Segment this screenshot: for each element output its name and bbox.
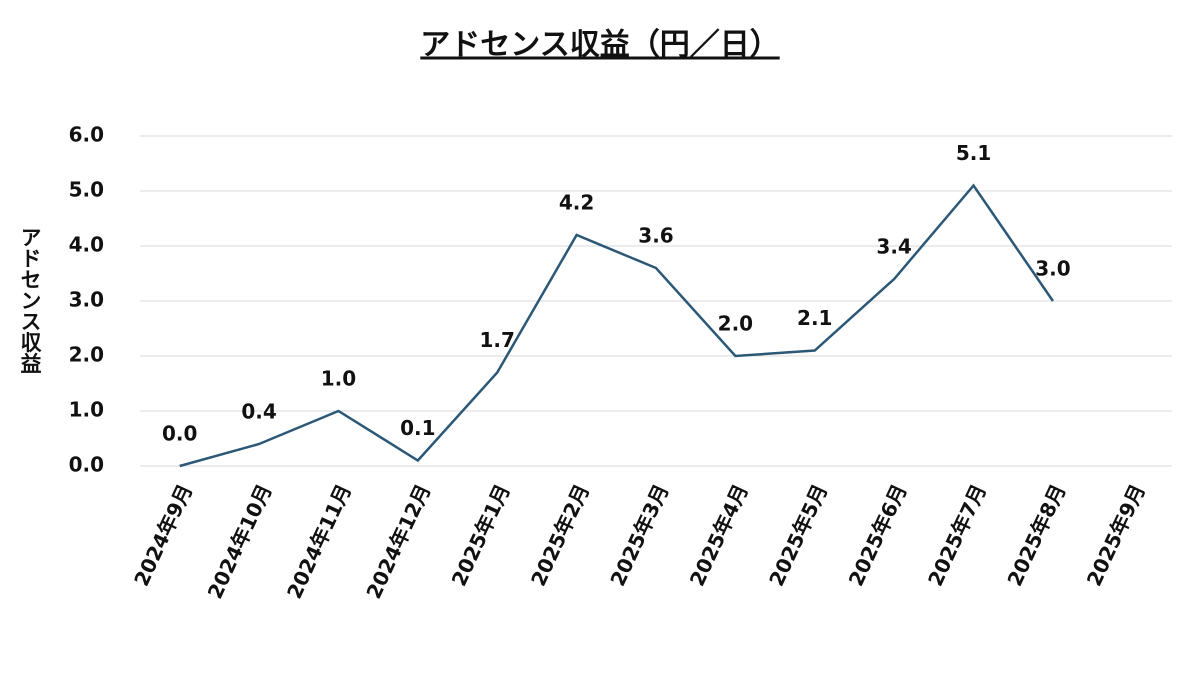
x-tick-label: 2025年9月 — [1082, 480, 1150, 589]
y-tick-label: 2.0 — [69, 343, 104, 367]
data-label: 2.0 — [718, 312, 753, 336]
data-label: 2.1 — [797, 306, 832, 330]
x-tick-label: 2024年10月 — [203, 480, 277, 602]
x-tick-label: 2025年8月 — [1002, 480, 1070, 589]
y-tick-label: 5.0 — [69, 178, 104, 202]
x-tick-label: 2025年5月 — [764, 480, 832, 589]
y-tick-label: 0.0 — [69, 453, 104, 477]
x-tick-label: 2025年4月 — [685, 480, 753, 589]
data-label: 1.7 — [480, 328, 515, 352]
line — [179, 183, 1054, 468]
x-tick-label: 2025年6月 — [844, 480, 912, 589]
y-tick-label: 6.0 — [69, 123, 104, 147]
x-tick-label: 2025年1月 — [447, 480, 515, 589]
data-label: 3.4 — [876, 235, 911, 259]
x-tick-label: 2025年7月 — [923, 480, 991, 589]
x-tick-label: 2025年3月 — [605, 480, 673, 589]
data-label: 0.4 — [241, 400, 276, 424]
data-label: 0.1 — [400, 416, 435, 440]
x-tick-label: 2024年11月 — [282, 480, 356, 602]
data-label: 5.1 — [956, 141, 991, 165]
y-tick-label: 3.0 — [69, 288, 104, 312]
y-axis-label: アドセンス収益 — [18, 227, 42, 374]
y-tick-label: 4.0 — [69, 233, 104, 257]
y-tick-label: 1.0 — [69, 398, 104, 422]
x-tick-label: 2024年9月 — [129, 480, 197, 589]
data-label: 1.0 — [321, 367, 356, 391]
chart-title: アドセンス収益（円／日） — [420, 28, 779, 63]
x-tick-label: 2024年12月 — [361, 480, 435, 602]
data-label: 3.0 — [1035, 257, 1070, 281]
data-label: 3.6 — [638, 224, 673, 248]
data-label: 4.2 — [559, 191, 594, 215]
x-tick-label: 2025年2月 — [526, 480, 594, 589]
data-label: 0.0 — [162, 422, 197, 446]
